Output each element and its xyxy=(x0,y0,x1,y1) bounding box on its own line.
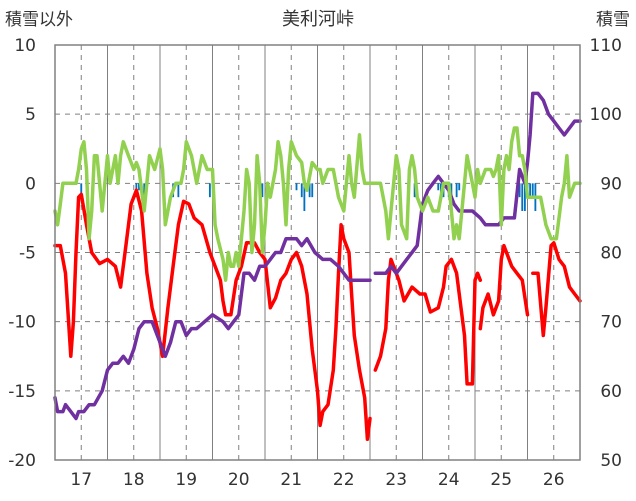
bar-0 xyxy=(80,183,83,198)
x-tick-label: 26 xyxy=(543,470,565,490)
bar-6 xyxy=(177,183,180,198)
y-right-tick-label: 70 xyxy=(600,313,622,333)
y-left-tick-label: -10 xyxy=(8,313,36,333)
x-tick-label: 17 xyxy=(70,470,92,490)
x-tick-label: 18 xyxy=(123,470,145,490)
bar-13 xyxy=(311,183,314,198)
bar-28 xyxy=(531,183,534,198)
bar-15 xyxy=(413,183,416,198)
series-0-segment-3 xyxy=(531,241,582,338)
x-tick-label: 25 xyxy=(490,470,512,490)
y-right-tick-label: 60 xyxy=(600,382,622,402)
y-left-tick-label: -20 xyxy=(8,451,36,471)
bar-4 xyxy=(143,183,146,198)
y-right-tick-label: 90 xyxy=(600,174,622,194)
right-axis-label: 積雪 xyxy=(596,10,630,30)
series xyxy=(53,91,582,442)
series-1-segment-1 xyxy=(373,91,582,276)
left-axis-label: 積雪以外 xyxy=(5,10,73,30)
x-tick-label: 23 xyxy=(385,470,407,490)
y-left-tick-label: -15 xyxy=(8,382,36,402)
x-tick-label: 21 xyxy=(280,470,302,490)
series-0-segment-2 xyxy=(478,243,530,331)
series-1-segment-0 xyxy=(53,236,372,421)
y-left-tick-label: 10 xyxy=(14,36,36,56)
plot-border xyxy=(54,44,581,461)
bar-23 xyxy=(518,183,521,198)
y-right-tick-label: 110 xyxy=(590,36,622,56)
bar-10 xyxy=(300,183,303,198)
bar-25 xyxy=(523,183,526,211)
x-tick-label: 24 xyxy=(438,470,460,490)
y-right-tick-label: 50 xyxy=(600,451,622,471)
bar-16 xyxy=(437,183,440,191)
axis-ticks: -20 -15 -10 -5 0 5 10 50 60 70 80 90 100 110 17 18 19 20 2… xyxy=(8,36,622,490)
bar-11 xyxy=(303,183,306,211)
x-tick-label: 20 xyxy=(228,470,250,490)
bar-12 xyxy=(308,183,311,198)
series-0-segment-0 xyxy=(53,188,372,442)
bar-27 xyxy=(529,183,532,198)
y-left-tick-label: -5 xyxy=(19,244,36,264)
chart-title: 美利河峠 xyxy=(282,9,354,30)
y-left-tick-label: 5 xyxy=(25,105,36,125)
x-tick-label: 22 xyxy=(333,470,355,490)
y-left-tick-label: 0 xyxy=(25,174,36,194)
bar-8 xyxy=(261,183,264,198)
bar-7 xyxy=(208,183,211,198)
bar-9 xyxy=(295,183,298,191)
series-2-segment-0 xyxy=(53,126,582,282)
bar-24 xyxy=(521,183,524,211)
y-right-tick-label: 100 xyxy=(590,105,622,125)
bar-22 xyxy=(458,183,461,191)
bar-20 xyxy=(450,183,453,198)
x-tick-label: 19 xyxy=(175,470,197,490)
bar-21 xyxy=(455,183,458,198)
bar-2 xyxy=(138,183,140,191)
y-right-tick-label: 80 xyxy=(600,244,622,264)
